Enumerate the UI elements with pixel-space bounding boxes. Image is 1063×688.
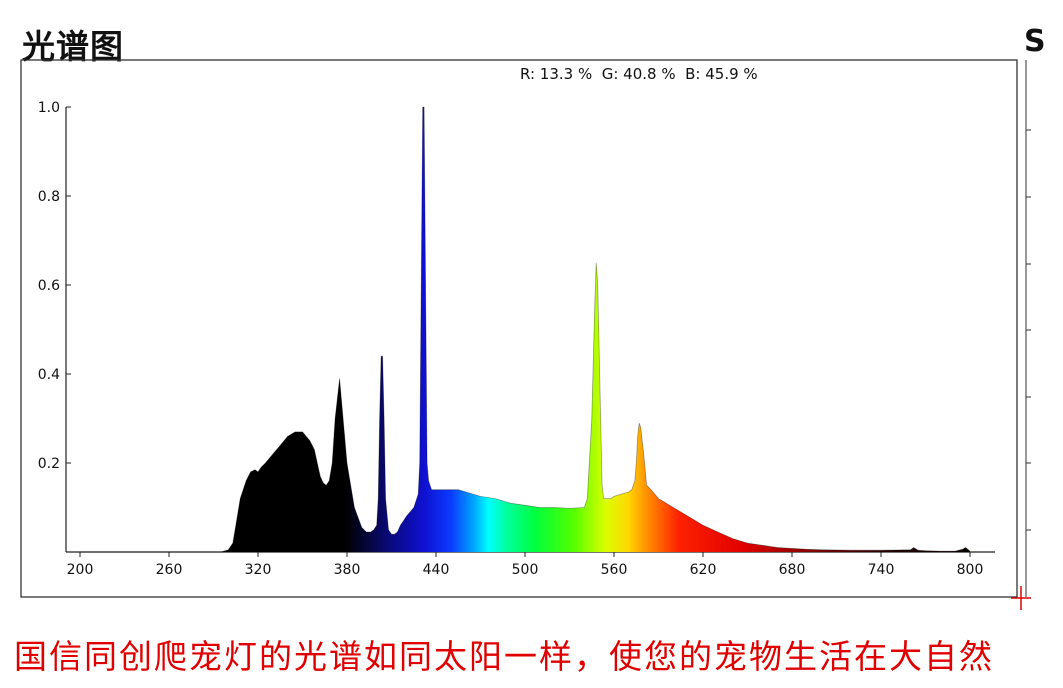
y-tick-label: 0.2: [38, 456, 60, 472]
y-tick-label: 0.6: [38, 278, 60, 294]
right-frame-ticks: [1026, 129, 1031, 531]
x-tick-label: 260: [156, 562, 183, 578]
spectrum-area: [80, 107, 970, 552]
y-ticks: 0.2 0.4 0.6 0.8 1.0: [38, 100, 71, 472]
x-tick-label: 500: [512, 562, 539, 578]
x-tick-label: 320: [245, 562, 272, 578]
x-tick-label: 740: [868, 562, 895, 578]
x-tick-label: 800: [957, 562, 984, 578]
x-ticks: 200 260 320 380 440 500 560 620 680 740 800: [67, 552, 984, 578]
x-tick-label: 440: [423, 562, 450, 578]
x-tick-label: 680: [779, 562, 806, 578]
y-tick-label: 0.4: [38, 367, 60, 383]
y-tick-label: 1.0: [38, 100, 60, 116]
x-tick-label: 380: [334, 562, 361, 578]
plot-frame: [20, 59, 1018, 598]
x-tick-label: 560: [601, 562, 628, 578]
rgb-readout: R: 13.3 % G: 40.8 % B: 45.9 %: [520, 65, 758, 83]
spectrum-outline: [80, 106, 971, 553]
cropped-glyph: S: [1024, 24, 1046, 59]
crosshair-mark: [1011, 586, 1031, 610]
promo-caption: 国信同创爬宠灯的光谱如同太阳一样，使您的宠物生活在大自然: [14, 637, 994, 676]
x-tick-label: 200: [67, 562, 94, 578]
x-tick-label: 620: [690, 562, 717, 578]
y-tick-label: 0.8: [38, 189, 60, 205]
